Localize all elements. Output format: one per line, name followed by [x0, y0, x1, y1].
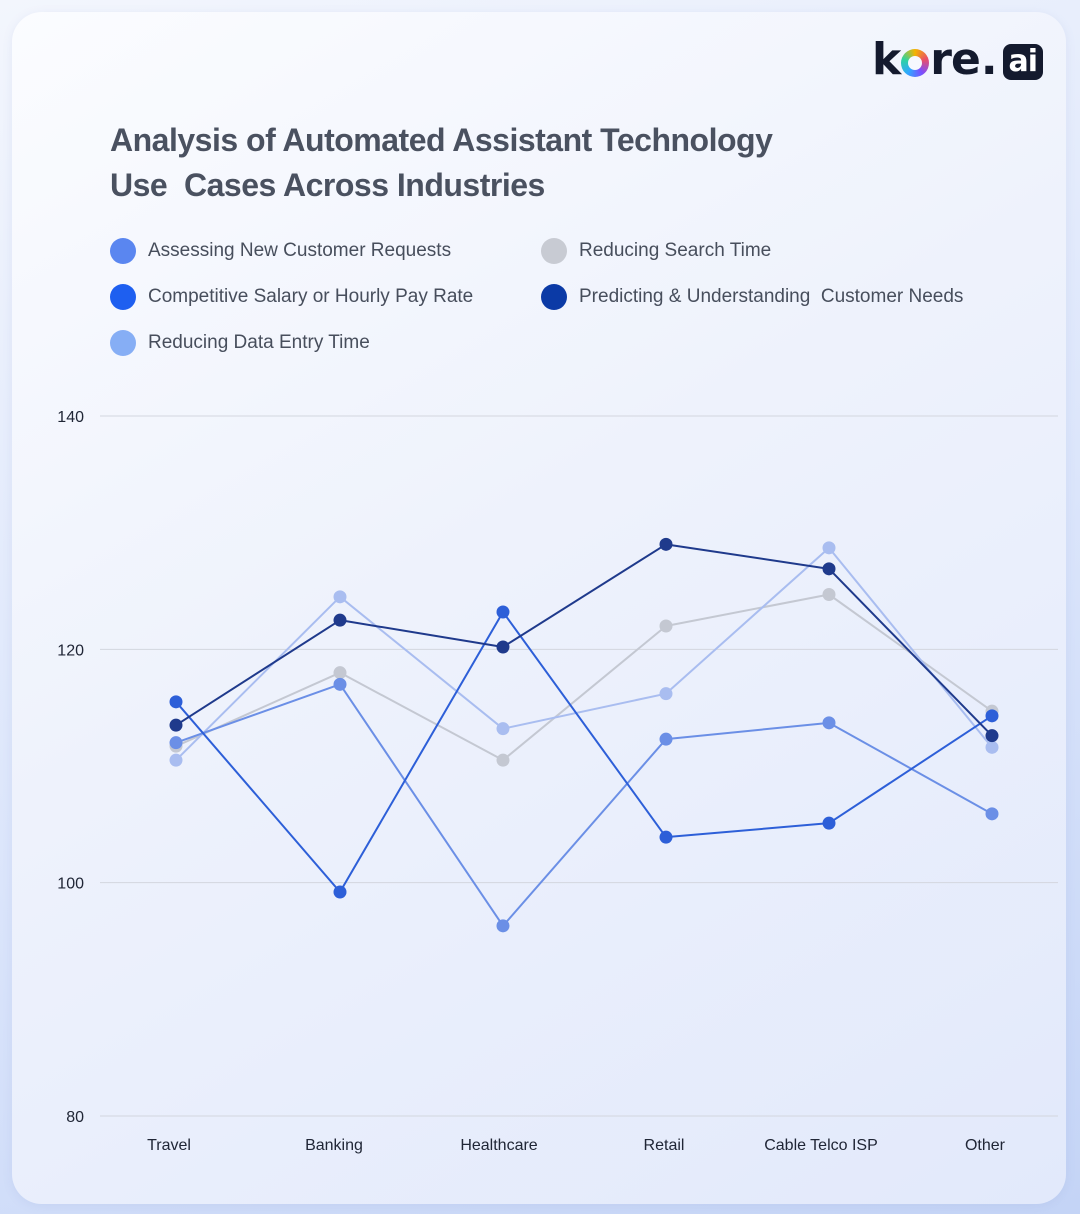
- point-predicting-understanding-customer-needs-3: [659, 537, 673, 551]
- logo-o-ring-icon: [901, 49, 930, 77]
- legend-item-data-entry: Reducing Data Entry Time: [110, 329, 370, 357]
- point-reducing-search-time-2: [496, 753, 510, 767]
- series-group: [169, 537, 999, 933]
- series-assessing-new-customer-requests: [169, 677, 999, 933]
- series-line-assessing-new-customer-requests: [175, 683, 993, 927]
- point-assessing-new-customer-requests-0: [169, 736, 183, 750]
- y-tick-label-120: 120: [57, 642, 84, 659]
- legend-item-predicting: Predicting & Understanding Customer Need…: [541, 283, 963, 311]
- x-tick-label-other: Other: [965, 1137, 1006, 1154]
- point-competitive-salary-or-hourly-pay-rate-4: [822, 816, 836, 830]
- series-reducing-search-time: [169, 588, 999, 767]
- logo-re: re: [930, 34, 981, 85]
- point-competitive-salary-or-hourly-pay-rate-0: [169, 695, 183, 709]
- series-competitive-salary-or-hourly-pay-rate: [169, 605, 999, 899]
- point-reducing-data-entry-time-5: [985, 740, 999, 754]
- point-reducing-data-entry-time-2: [496, 722, 510, 736]
- point-predicting-understanding-customer-needs-4: [822, 562, 836, 576]
- point-competitive-salary-or-hourly-pay-rate-3: [659, 830, 673, 844]
- gridlines: [100, 415, 1058, 1117]
- chart-card: [12, 12, 1066, 1204]
- legend-swatch-competitive: [110, 284, 136, 310]
- point-reducing-data-entry-time-1: [333, 590, 347, 604]
- y-tick-label-140: 140: [57, 409, 84, 426]
- x-tick-label-healthcare: Healthcare: [460, 1137, 537, 1154]
- series-line-reducing-search-time: [175, 593, 993, 762]
- y-tick-label-80: 80: [66, 1109, 84, 1126]
- x-tick-label-cable-telco-isp: Cable Telco ISP: [764, 1137, 878, 1154]
- point-reducing-search-time-4: [822, 588, 836, 601]
- point-competitive-salary-or-hourly-pay-rate-5: [985, 709, 999, 723]
- series-line-reducing-data-entry-time: [175, 546, 993, 761]
- point-assessing-new-customer-requests-5: [985, 807, 999, 821]
- x-tick-label-travel: Travel: [147, 1137, 191, 1154]
- legend-swatch-predicting: [541, 284, 567, 310]
- x-tick-label-retail: Retail: [644, 1137, 685, 1154]
- point-reducing-search-time-3: [659, 619, 673, 633]
- legend-swatch-assessing: [110, 238, 136, 264]
- series-line-competitive-salary-or-hourly-pay-rate: [175, 611, 993, 893]
- kore-ai-logo: k re. ai: [872, 34, 1044, 85]
- series-predicting-understanding-customer-needs: [169, 537, 999, 743]
- y-tick-label-100: 100: [57, 876, 84, 893]
- chart-title: Analysis of Automated Assistant Technolo…: [110, 118, 830, 208]
- point-assessing-new-customer-requests-4: [822, 716, 836, 730]
- x-axis-ticks: Travel Banking Healthcare Retail Cable Telco…: [147, 1137, 1006, 1154]
- logo-ai-badge: ai: [1002, 44, 1044, 80]
- chart-title-line-1: Analysis of Automated Assistant Technolo…: [110, 122, 773, 158]
- legend-label-search: Reducing Search Time: [579, 240, 772, 261]
- chart-title-line-2: Use Cases Across Industries: [110, 167, 545, 203]
- point-assessing-new-customer-requests-3: [659, 732, 673, 746]
- legend-item-competitive: Competitive Salary or Hourly Pay Rate: [110, 283, 473, 311]
- series-reducing-data-entry-time: [169, 541, 999, 767]
- legend-label-predicting: Predicting & Understanding Customer Need…: [579, 286, 964, 307]
- point-assessing-new-customer-requests-1: [333, 677, 347, 691]
- series-line-predicting-understanding-customer-needs: [175, 543, 993, 737]
- point-predicting-understanding-customer-needs-0: [169, 718, 183, 732]
- legend-swatch-data-entry: [110, 330, 136, 356]
- point-reducing-data-entry-time-4: [822, 541, 836, 555]
- point-predicting-understanding-customer-needs-1: [333, 613, 347, 627]
- point-assessing-new-customer-requests-2: [496, 919, 510, 933]
- legend-item-assessing: Assessing New Customer Requests: [110, 237, 451, 265]
- legend-label-competitive: Competitive Salary or Hourly Pay Rate: [148, 286, 474, 307]
- legend-item-search: Reducing Search Time: [541, 237, 771, 265]
- y-axis-ticks: 80 100 120 140: [57, 409, 84, 1126]
- point-competitive-salary-or-hourly-pay-rate-1: [333, 885, 347, 899]
- x-tick-label-banking: Banking: [305, 1137, 363, 1154]
- point-reducing-data-entry-time-0: [169, 753, 183, 767]
- logo-k: k: [872, 34, 901, 85]
- point-reducing-search-time-1: [333, 666, 347, 680]
- point-competitive-salary-or-hourly-pay-rate-2: [496, 605, 510, 619]
- point-reducing-data-entry-time-3: [659, 687, 673, 701]
- logo-dot: .: [980, 34, 998, 85]
- legend-label-assessing: Assessing New Customer Requests: [148, 240, 452, 261]
- legend-swatch-search: [541, 238, 567, 264]
- legend-label-data-entry: Reducing Data Entry Time: [148, 332, 370, 353]
- point-predicting-understanding-customer-needs-2: [496, 640, 510, 654]
- point-predicting-understanding-customer-needs-5: [985, 729, 999, 743]
